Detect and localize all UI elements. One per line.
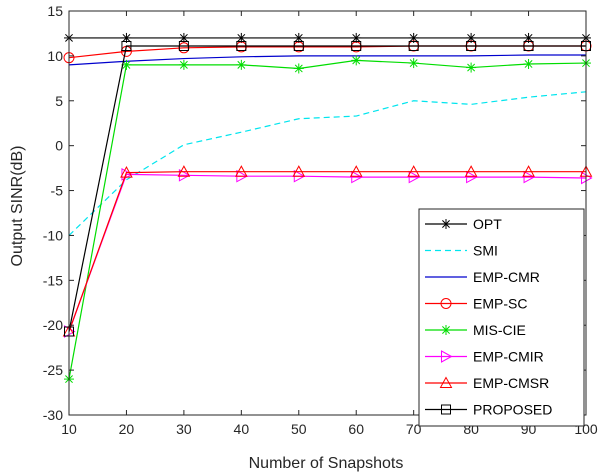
data-point-mis-cie — [178, 59, 189, 70]
data-point-emp-cmsr — [234, 165, 248, 177]
legend-marker-opt — [441, 219, 451, 229]
axes-box — [68, 10, 587, 416]
legend-marker-emp-sc — [440, 298, 452, 309]
data-point-proposed — [178, 41, 189, 52]
legend: OPT SMI EMP-CMR EMP-SC MIS-CIE EMP-CMIR EMP-CM… — [418, 208, 585, 427]
series-line-smi — [68, 91, 587, 236]
x-tick-label: 70 — [406, 421, 422, 437]
data-point-proposed — [236, 41, 247, 52]
legend-label-proposed: PROPOSED — [473, 402, 552, 418]
y-axis-label: Output SINR(dB) — [9, 146, 26, 267]
legend-marker-emp-cmir — [441, 350, 453, 363]
data-point-proposed — [408, 41, 419, 52]
y-tick-label: -5 — [51, 183, 64, 199]
y-tick-label: -15 — [43, 272, 63, 288]
y-tick-label: 15 — [47, 3, 63, 19]
legend-item-smi: SMI — [425, 243, 498, 259]
series-line-emp-cmr — [68, 54, 586, 66]
data-point-emp-cmir — [408, 170, 421, 184]
data-point-opt — [466, 32, 477, 43]
data-point-mis-cie — [523, 58, 534, 69]
data-point-proposed — [523, 41, 534, 52]
legend-label-smi: SMI — [473, 243, 498, 259]
x-axis-label: Number of Snapshots — [249, 455, 404, 472]
series-mis-cie — [64, 55, 591, 385]
y-tick-label: 0 — [55, 138, 63, 154]
y-tick-label: 10 — [47, 48, 63, 64]
y-tick-label: -25 — [43, 362, 63, 378]
series-smi — [68, 91, 587, 236]
data-point-emp-cmsr — [464, 165, 478, 177]
series-proposed — [64, 41, 591, 337]
series-line-emp-cmsr — [68, 171, 586, 332]
data-point-emp-cmsr — [120, 166, 133, 178]
legend-item-emp-sc: EMP-SC — [425, 296, 527, 312]
x-tick-label: 10 — [61, 421, 77, 437]
data-point-emp-cmsr — [407, 165, 421, 177]
data-point-proposed — [466, 41, 477, 52]
x-tick-label: 40 — [234, 421, 250, 437]
data-point-opt — [408, 32, 419, 43]
plot-area — [62, 32, 593, 385]
axes: 10 20 30 40 50 60 70 80 90 100151050-5-10-15-20-2… — [43, 3, 598, 437]
legend-box — [418, 208, 585, 427]
legend-item-proposed: PROPOSED — [425, 402, 552, 418]
data-point-emp-cmir — [523, 170, 536, 184]
legend-item-emp-cmsr: EMP-CMSR — [425, 375, 549, 391]
data-point-emp-cmsr — [349, 165, 363, 177]
data-point-emp-cmsr — [522, 165, 535, 177]
x-tick-label: 20 — [119, 421, 135, 437]
legend-marker-proposed — [441, 404, 451, 415]
data-point-proposed — [121, 41, 132, 52]
data-point-emp-cmir — [351, 170, 363, 184]
x-tick-label: 50 — [291, 421, 307, 437]
y-tick-label: -20 — [43, 317, 63, 333]
legend-item-mis-cie: MIS-CIE — [425, 322, 526, 338]
data-point-emp-cmsr — [292, 165, 306, 177]
data-point-proposed — [293, 41, 304, 52]
legend-item-emp-cmr: EMP-CMR — [425, 269, 540, 285]
legend-label-emp-cmir: EMP-CMIR — [473, 349, 544, 365]
data-point-mis-cie — [408, 58, 419, 69]
x-tick-label: 30 — [176, 421, 192, 437]
legend-label-emp-cmsr: EMP-CMSR — [473, 375, 549, 391]
data-point-proposed — [351, 41, 362, 52]
data-point-mis-cie — [236, 59, 247, 70]
series-emp-cmr — [68, 54, 586, 66]
legend-label-emp-cmr: EMP-CMR — [473, 269, 540, 285]
data-point-mis-cie — [466, 62, 477, 73]
x-tick-label: 60 — [348, 421, 364, 437]
y-tick-label: -10 — [43, 227, 63, 243]
legend-item-emp-cmir: EMP-CMIR — [425, 349, 544, 365]
series-line-proposed — [68, 45, 586, 332]
series-line-emp-cmir — [68, 173, 587, 332]
data-point-mis-cie — [351, 55, 362, 66]
legend-marker-emp-cmsr — [439, 376, 453, 388]
series-line-mis-cie — [68, 59, 587, 380]
y-tick-label: -30 — [43, 407, 63, 423]
legend-item-opt: OPT — [425, 216, 502, 232]
data-point-emp-cmsr — [177, 165, 191, 177]
data-point-emp-cmir — [466, 170, 478, 184]
y-tick-label: 5 — [55, 93, 63, 109]
legend-label-mis-cie: MIS-CIE — [473, 322, 526, 338]
legend-marker-mis-cie — [441, 325, 451, 335]
data-point-opt — [351, 32, 362, 43]
legend-label-emp-sc: EMP-SC — [473, 296, 527, 312]
data-point-mis-cie — [293, 63, 304, 74]
legend-label-opt: OPT — [473, 216, 502, 232]
